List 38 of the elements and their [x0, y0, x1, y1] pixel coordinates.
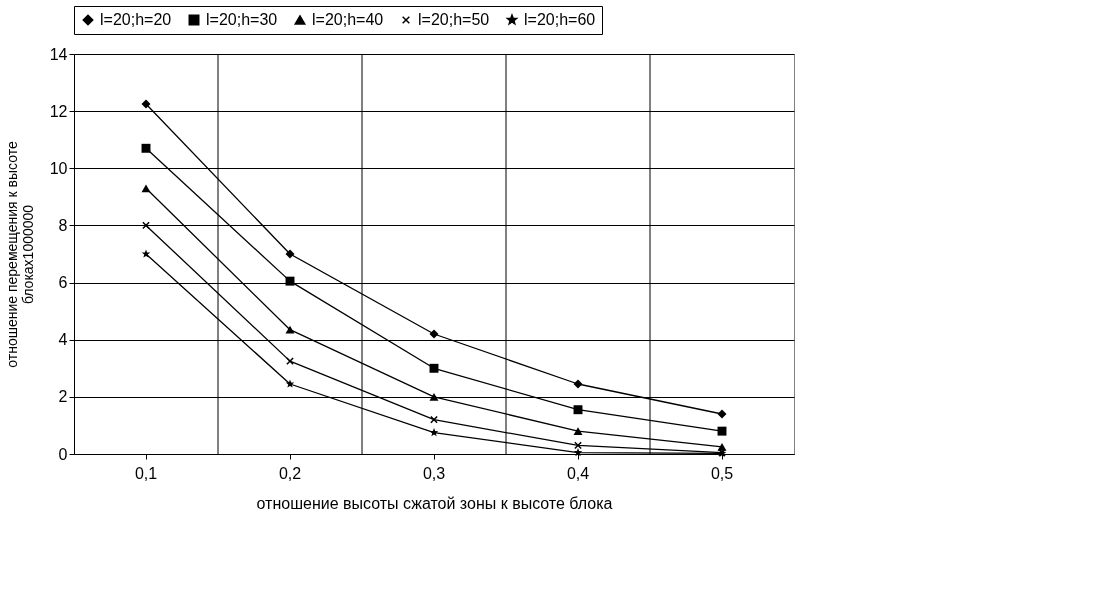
- x-tick-label: 0,3: [422, 464, 446, 482]
- x-axis-title: отношение высоты сжатой зоны к высоте блока: [256, 494, 613, 512]
- point: [429, 363, 439, 373]
- y-tick-label: 2: [58, 388, 68, 406]
- y-tick-label: 12: [49, 102, 68, 120]
- point: [141, 143, 151, 153]
- point: [285, 325, 295, 334]
- y-tick-label: 0: [58, 445, 68, 463]
- point: [141, 249, 151, 258]
- point: [285, 276, 295, 286]
- point: [573, 427, 583, 436]
- legend-label: l=20;h=20: [100, 11, 172, 28]
- point: [141, 184, 151, 193]
- y-tick-label: 10: [49, 159, 68, 177]
- x-tick-label: 0,1: [134, 464, 158, 482]
- point: [717, 409, 727, 419]
- point: [573, 448, 583, 457]
- y-tick-label: 4: [58, 331, 68, 349]
- point: [141, 99, 151, 109]
- point: [717, 426, 727, 436]
- point: [429, 329, 439, 339]
- point: [429, 392, 439, 401]
- x-tick-label: 0,5: [710, 464, 734, 482]
- y-tick-label: 14: [49, 45, 68, 63]
- legend-label: l=20;h=50: [418, 11, 490, 28]
- y-axis-title: отношение перемещения к высоте блоках1000000: [3, 141, 36, 368]
- legend-label: l=20;h=60: [524, 11, 596, 28]
- point: [429, 428, 439, 437]
- legend-label: l=20;h=40: [312, 11, 384, 28]
- point: [573, 379, 583, 389]
- point: [285, 249, 295, 259]
- point: [573, 405, 583, 415]
- y-tick-label: 8: [58, 216, 68, 234]
- legend-label: l=20;h=30: [206, 11, 278, 28]
- x-tick-label: 0,4: [566, 464, 590, 482]
- point: [285, 379, 295, 388]
- y-tick-label: 6: [58, 274, 68, 292]
- x-tick-label: 0,2: [278, 464, 302, 482]
